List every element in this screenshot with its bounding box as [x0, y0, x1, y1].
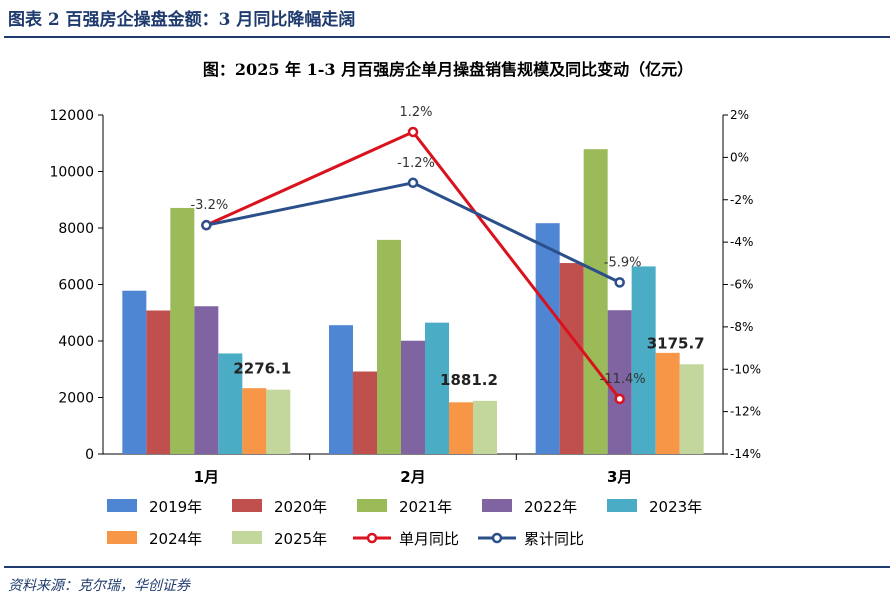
bar-2019年-2月 [329, 325, 353, 454]
bar-2021年-3月 [583, 149, 608, 454]
left-axis-tick-label: 2000 [58, 391, 94, 407]
legend-swatch [232, 499, 262, 512]
bar-2024年-3月 [655, 352, 680, 454]
bar-2024年-1月 [242, 388, 267, 454]
left-axis-tick-label: 8000 [58, 221, 94, 237]
left-axis-tick-label: 0 [85, 447, 94, 463]
right-axis-tick-label: -2% [730, 193, 753, 207]
left-axis-tick-label: 6000 [58, 278, 94, 294]
header-rule [4, 36, 890, 38]
bar-2020年-1月 [146, 310, 171, 454]
bar-2024年-2月 [449, 402, 473, 454]
line-data-label: -3.2% [190, 198, 228, 213]
legend-label: 单月同比 [399, 530, 459, 548]
legend-swatch [107, 499, 137, 512]
legend-label: 2021年 [399, 498, 452, 516]
legend-swatch [357, 499, 387, 512]
right-axis-tick-label: -8% [730, 320, 753, 334]
bar-data-label: 3175.7 [647, 334, 705, 352]
bar-data-label: 2276.1 [233, 360, 291, 378]
left-axis-tick-label: 10000 [49, 165, 94, 181]
line-point-单月同比 [407, 126, 419, 138]
line-point-累计同比 [614, 277, 625, 288]
bar-2023年-1月 [218, 353, 243, 454]
legend-label: 2022年 [524, 498, 577, 516]
legend-swatch [107, 531, 137, 544]
bar-2020年-2月 [353, 371, 377, 454]
line-data-label: 1.2% [399, 105, 432, 120]
legend-label: 2025年 [274, 530, 327, 548]
bar-2025年-3月 [679, 364, 704, 454]
line-point-单月同比 [614, 393, 625, 405]
legend-swatch [232, 531, 262, 544]
source-note: 资料来源：克尔瑞，华创证券 [8, 578, 190, 594]
bar-2021年-2月 [377, 239, 401, 454]
bar-data-label: 1881.2 [440, 371, 498, 389]
bar-2023年-3月 [631, 266, 656, 454]
bar-2020年-3月 [559, 263, 584, 454]
legend-marker [491, 532, 503, 544]
line-data-label: -11.4% [600, 372, 646, 387]
right-axis-tick-label: -6% [730, 278, 753, 292]
figure-header: 图表 2 百强房企操盘金额：3 月同比降幅走阔 [0, 0, 896, 34]
line-point-累计同比 [201, 219, 212, 231]
bar-2022年-1月 [194, 306, 219, 454]
line-data-label: -5.9% [604, 255, 642, 270]
category-label: 3月 [607, 468, 632, 486]
bar-2021年-1月 [170, 207, 195, 454]
figure-title: 图表 2 百强房企操盘金额：3 月同比降幅走阔 [8, 10, 356, 30]
legend-label: 累计同比 [524, 530, 584, 548]
right-axis-tick-label: -10% [730, 362, 761, 376]
left-axis-tick-label: 12000 [49, 108, 94, 124]
legend-label: 2023年 [649, 498, 702, 516]
legend-swatch [482, 499, 512, 512]
bar-2023年-2月 [425, 322, 449, 454]
bar-2019年-3月 [535, 223, 560, 454]
line-data-label: -1.2% [397, 156, 435, 171]
line-point-累计同比 [407, 177, 419, 189]
right-axis-tick-label: -4% [730, 235, 753, 249]
bar-2025年-2月 [473, 400, 497, 454]
legend-label: 2020年 [274, 498, 327, 516]
category-label: 2月 [400, 468, 425, 486]
legend-swatch [607, 499, 637, 512]
left-axis-tick-label: 4000 [58, 334, 94, 350]
legend-label: 2019年 [149, 498, 202, 516]
category-label: 1月 [194, 468, 219, 486]
chart-title: 图：2025 年 1-3 月百强房企单月操盘销售规模及同比变动（亿元） [202, 60, 694, 79]
bar-2022年-3月 [607, 310, 632, 454]
footer-rule [4, 566, 890, 568]
bar-2019年-1月 [122, 290, 147, 454]
legend-label: 2024年 [149, 530, 202, 548]
bar-2022年-2月 [401, 340, 425, 454]
bar-2025年-1月 [266, 389, 291, 454]
right-axis-tick-label: 2% [730, 108, 749, 122]
right-axis-tick-label: -14% [730, 447, 761, 461]
right-axis-tick-label: 0% [730, 150, 749, 164]
legend-marker [366, 532, 378, 544]
right-axis-tick-label: -12% [730, 405, 761, 419]
